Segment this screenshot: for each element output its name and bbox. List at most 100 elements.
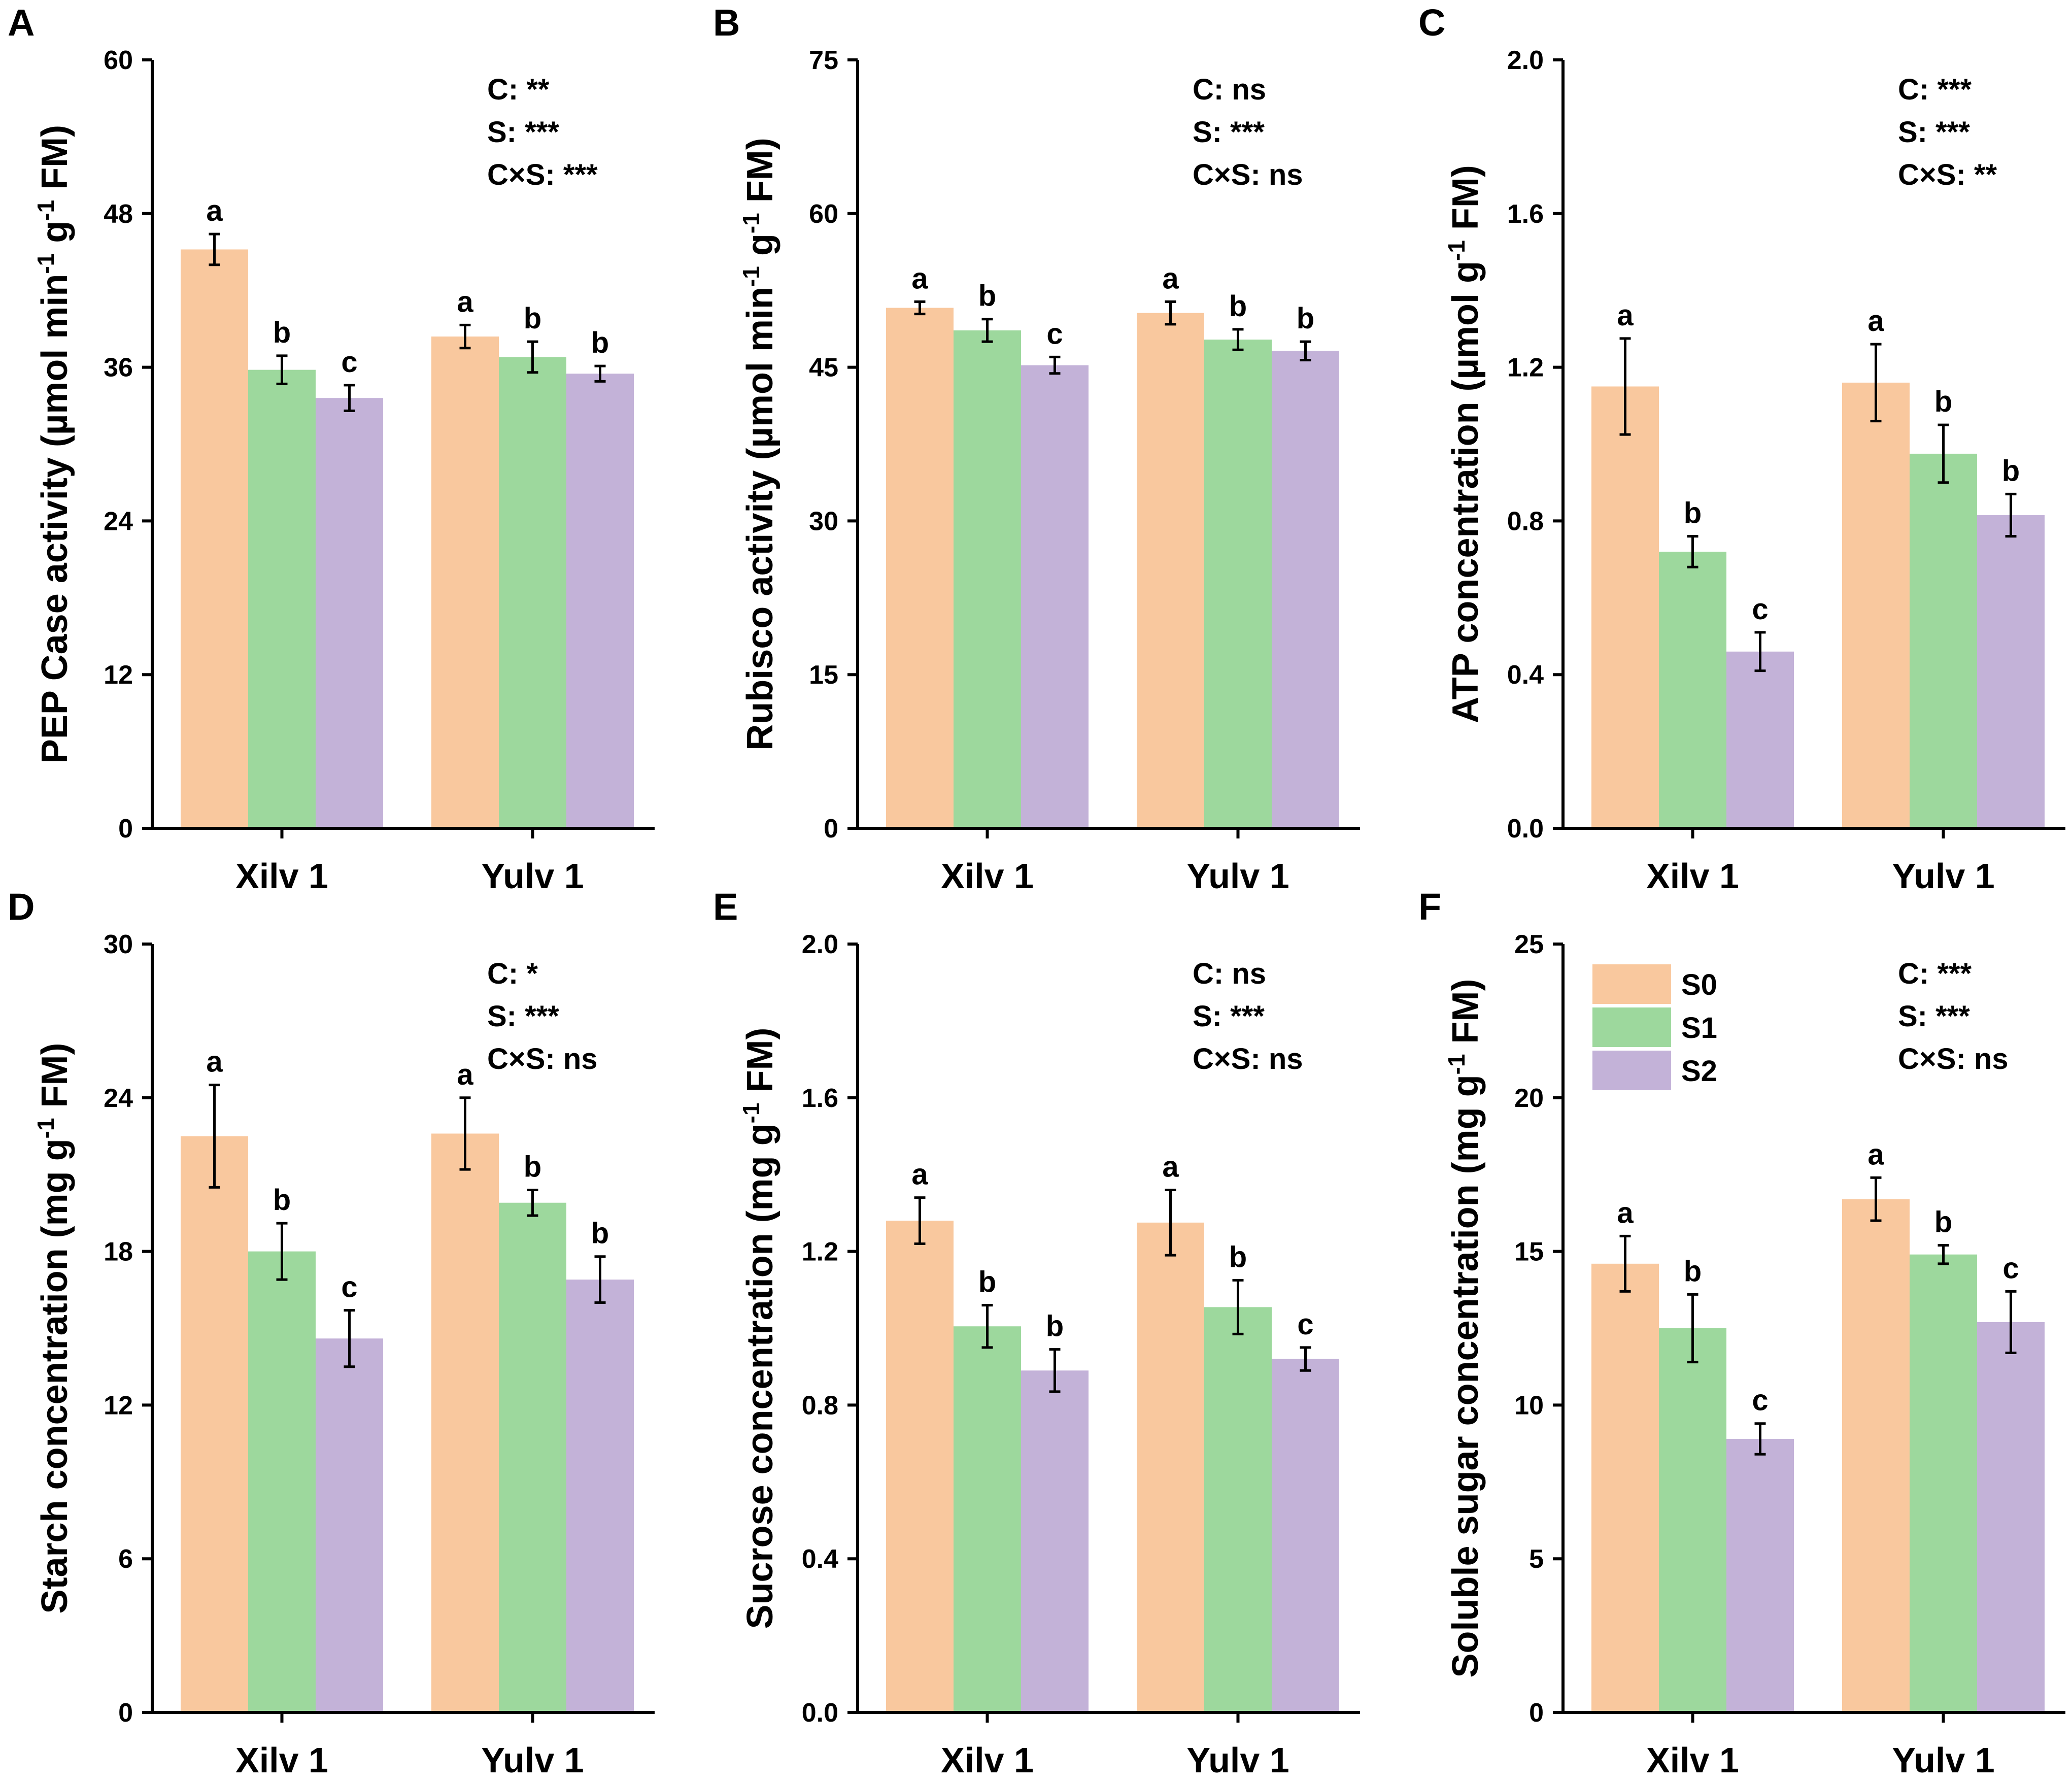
error-bar-e-s2-2	[1300, 1346, 1311, 1372]
y-tick-label-c: 1.6	[1507, 199, 1544, 229]
y-tick-label-f: 0	[1529, 1698, 1544, 1728]
sig-letter-a-s0-1: a	[206, 194, 223, 227]
y-axis-label-a: PEP Case activity (µmol min-1 g-1 FM)	[32, 125, 75, 763]
stat-line-f-2: S: ***	[1898, 1000, 1970, 1033]
stat-line-c-1: C: ***	[1898, 73, 1972, 106]
stat-line-e-3: C×S: ns	[1193, 1043, 1303, 1075]
y-tick-label-f: 20	[1514, 1084, 1544, 1113]
stat-line-d-1: C: *	[487, 957, 538, 990]
error-bar-a-s1-2	[527, 340, 538, 374]
y-tick-label-e: 0.4	[802, 1544, 838, 1574]
sig-letter-d-s1-2: b	[524, 1150, 541, 1183]
bar-f-s2-2	[1977, 1322, 2045, 1712]
y-tick-label-a: 36	[104, 353, 133, 383]
error-bar-b-s2-2	[1300, 340, 1311, 361]
y-tick-label-c: 0.0	[1507, 814, 1544, 844]
sig-letter-b-s0-1: a	[911, 262, 928, 295]
sig-letter-f-s1-2: b	[1934, 1205, 1952, 1238]
y-tick-label-a: 0	[118, 814, 133, 844]
bar-f-s1-1	[1659, 1328, 1726, 1712]
sig-letter-a-s2-1: c	[341, 346, 357, 379]
bar-b-s1-1	[954, 330, 1021, 828]
bar-c-s2-1	[1726, 651, 1794, 828]
error-bar-f-s1-2	[1938, 1243, 1949, 1265]
error-bar-f-s0-1	[1619, 1234, 1631, 1293]
error-bar-c-s0-2	[1870, 343, 1882, 423]
bar-a-s2-2	[566, 374, 634, 828]
sig-letter-b-s1-1: b	[978, 280, 996, 313]
y-tick-label-a: 12	[104, 660, 133, 690]
sig-letter-c-s0-1: a	[1617, 299, 1634, 332]
legend-label-s1: S1	[1681, 1012, 1717, 1045]
sig-letter-d-s1-1: b	[273, 1184, 291, 1217]
stat-line-e-1: C: ns	[1193, 957, 1266, 990]
panel-letter-d: D	[8, 886, 35, 928]
bar-c-s2-2	[1977, 515, 2045, 828]
y-tick-label-e: 0.0	[802, 1698, 838, 1728]
y-tick-label-d: 0	[118, 1698, 133, 1728]
chart-panel-b: Ba a b b c b 0 15 30 45 60 75 Xilv 1 Yulv 1 Rubisco ac…	[713, 2, 1360, 896]
bar-d-s2-2	[566, 1280, 634, 1712]
y-tick-label-b: 0	[824, 814, 838, 844]
y-tick-label-e: 1.6	[802, 1084, 838, 1113]
error-bar-d-s1-2	[527, 1188, 538, 1217]
y-tick-label-d: 18	[104, 1237, 133, 1267]
sig-letter-e-s2-1: b	[1046, 1310, 1064, 1343]
x-tick-label-a-1: Xilv 1	[235, 856, 328, 896]
bar-b-s0-2	[1137, 313, 1204, 828]
stat-line-b-2: S: ***	[1193, 116, 1265, 149]
sig-letter-e-s0-2: a	[1162, 1150, 1179, 1183]
bar-d-s0-2	[431, 1133, 499, 1712]
error-bar-e-s0-2	[1165, 1188, 1176, 1257]
y-tick-label-e: 1.2	[802, 1237, 838, 1267]
y-tick-label-f: 5	[1529, 1544, 1544, 1574]
chart-panel-d: Da a b b c b 0 6 12 18 24 30 Xilv 1 Yulv 1 Starch conc…	[8, 886, 655, 1780]
error-bar-d-s0-1	[209, 1084, 220, 1189]
y-axis-label-b: Rubisco activity (µmol min-1 g-1 FM)	[738, 138, 780, 750]
y-tick-label-e: 0.8	[802, 1391, 838, 1420]
sig-letter-f-s1-1: b	[1684, 1255, 1702, 1288]
panel-letter-b: B	[713, 2, 740, 44]
x-tick-label-c-2: Yulv 1	[1892, 856, 1994, 896]
y-tick-label-c: 2.0	[1507, 46, 1544, 75]
y-tick-label-d: 24	[104, 1084, 133, 1113]
y-tick-label-a: 48	[104, 199, 133, 229]
y-tick-label-f: 25	[1514, 930, 1544, 959]
stats-annotation-a: C: ** S: *** C×S: ***	[487, 73, 598, 191]
bar-a-s1-2	[499, 357, 566, 828]
sig-letter-e-s2-2: c	[1297, 1308, 1313, 1341]
stat-line-c-3: C×S: **	[1898, 158, 1997, 191]
sig-letter-f-s0-1: a	[1617, 1196, 1634, 1229]
y-tick-label-c: 0.8	[1507, 507, 1544, 536]
error-bar-b-s0-1	[914, 300, 926, 316]
panel-letter-f: F	[1418, 886, 1441, 928]
bar-b-s2-1	[1021, 365, 1089, 828]
legend-swatch-s0	[1592, 964, 1671, 1004]
bar-e-s0-1	[886, 1221, 954, 1712]
error-bar-d-s2-1	[344, 1309, 355, 1368]
bar-d-s1-2	[499, 1202, 566, 1712]
x-tick-label-d-1: Xilv 1	[235, 1740, 328, 1780]
x-tick-label-f-1: Xilv 1	[1646, 1740, 1739, 1780]
sig-letter-e-s1-2: b	[1229, 1240, 1247, 1273]
sig-letter-c-s2-2: b	[2002, 454, 2020, 487]
error-bar-e-s2-1	[1049, 1348, 1061, 1393]
stat-line-a-2: S: ***	[487, 116, 559, 149]
error-bar-f-s2-2	[2005, 1290, 2017, 1354]
error-bar-b-s0-2	[1165, 300, 1176, 326]
y-tick-label-f: 10	[1514, 1391, 1544, 1420]
bar-f-s2-1	[1726, 1439, 1794, 1712]
error-bar-c-s2-2	[2005, 492, 2017, 538]
error-bar-a-s0-2	[459, 323, 471, 350]
bar-e-s2-1	[1021, 1370, 1089, 1712]
sig-letter-a-s1-1: b	[273, 316, 291, 349]
bar-b-s2-2	[1272, 351, 1339, 828]
bar-a-s1-1	[248, 369, 316, 828]
bar-c-s0-2	[1842, 382, 1910, 828]
error-bar-f-s1-1	[1687, 1293, 1699, 1364]
error-bar-a-s0-1	[209, 232, 220, 266]
stats-annotation-d: C: * S: *** C×S: ns	[487, 957, 598, 1075]
chart-panel-e: Ea a b b b c 0.0 0.4 0.8 1.2 1.6 2.0 Xilv 1 Yulv 1 Suc…	[713, 886, 1360, 1780]
bar-a-s0-1	[181, 249, 248, 828]
chart-panel-c: Ca a b b c b 0.0 0.4 0.8 1.2 1.6 2.0 Xilv 1 Yulv 1 ATP…	[1418, 2, 2065, 896]
